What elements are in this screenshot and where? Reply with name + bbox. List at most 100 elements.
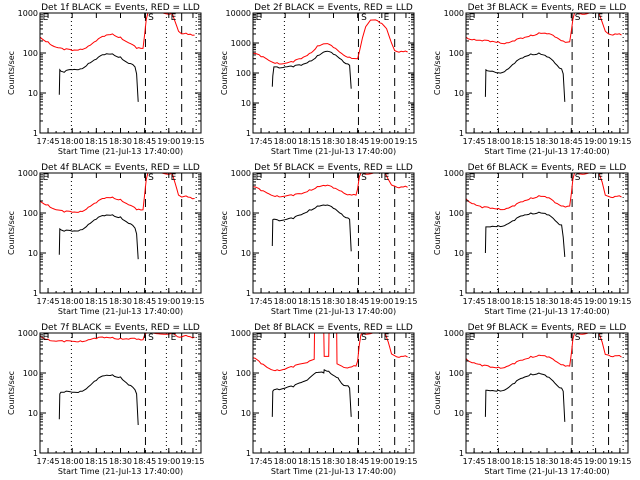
x-tick-label: 18:15 [298, 137, 321, 146]
panel-title: Det 2f BLACK = Events, RED = LLD [254, 3, 413, 13]
y-axis-label: Counts/sec [433, 51, 442, 95]
marker-e: E [384, 13, 390, 23]
y-tick-label: 100 [23, 369, 38, 378]
events-series-line [58, 53, 139, 102]
x-tick-label: 18:15 [298, 457, 321, 466]
marker-s: S [148, 13, 154, 23]
x-axis-label: Start Time (21-Jul-13 17:40:00) [58, 147, 183, 156]
y-tick-label: 10 [241, 409, 251, 418]
x-axis-label: Start Time (21-Jul-13 17:40:00) [484, 307, 609, 316]
x-tick-label: 19:00 [584, 297, 607, 306]
y-tick-label: 100 [236, 369, 251, 378]
plot-frame [465, 12, 629, 134]
plot-frame [465, 332, 629, 454]
marker-s: S [575, 173, 581, 183]
y-tick-label: 1000 [231, 329, 251, 338]
x-tick-label: 18:00 [487, 457, 510, 466]
marker-e: E [43, 173, 49, 183]
x-tick-label: 18:45 [133, 457, 156, 466]
panel-title: Det 4f BLACK = Events, RED = LLD [41, 163, 200, 173]
y-tick-label: 1 [246, 449, 251, 458]
x-axis-label: Start Time (21-Jul-13 17:40:00) [58, 307, 183, 316]
plot-frame [39, 172, 202, 294]
y-tick-label: 100 [449, 369, 464, 378]
marker-s: S [575, 13, 581, 23]
events-series-line [271, 369, 352, 417]
y-tick-label: 1000 [18, 169, 38, 178]
marker-e: E [469, 173, 475, 183]
panel-title: Det 6f BLACK = Events, RED = LLD [468, 163, 627, 173]
x-tick-label: 18:15 [511, 297, 534, 306]
x-tick-label: 19:15 [394, 137, 417, 146]
x-tick-label: 18:30 [109, 457, 132, 466]
x-tick-label: 18:45 [346, 137, 369, 146]
events-series-line [58, 214, 139, 260]
x-tick-label: 17:45 [250, 297, 273, 306]
y-tick-label: 1 [246, 129, 251, 138]
x-tick-label: 19:00 [584, 137, 607, 146]
marker-e: E [171, 173, 177, 183]
marker-e: E [256, 13, 262, 23]
marker-e: E [597, 173, 603, 183]
y-tick-label: 1000 [231, 169, 251, 178]
x-tick-label: 18:15 [511, 137, 534, 146]
x-axis-label: Start Time (21-Jul-13 17:40:00) [271, 147, 396, 156]
x-tick-label: 19:15 [394, 297, 417, 306]
y-tick-label: 1 [459, 289, 464, 298]
x-tick-label: 19:00 [370, 137, 393, 146]
panel-title: Det 3f BLACK = Events, RED = LLD [468, 3, 627, 13]
lld-series-line [466, 333, 622, 369]
x-tick-label: 17:45 [250, 457, 273, 466]
marker-s: S [575, 333, 581, 343]
y-axis-label: Counts/sec [220, 371, 229, 415]
x-tick-label: 19:15 [608, 457, 631, 466]
y-tick-label: 1000 [444, 169, 464, 178]
y-tick-label: 10 [454, 89, 464, 98]
x-tick-label: 18:45 [560, 457, 583, 466]
x-tick-label: 18:00 [274, 137, 297, 146]
marker-e: E [384, 173, 390, 183]
x-tick-label: 18:00 [274, 457, 297, 466]
panel-title: Det 7f BLACK = Events, RED = LLD [41, 323, 200, 333]
marker-e: E [256, 173, 262, 183]
lld-series-line [253, 333, 408, 372]
events-series-line [484, 372, 566, 422]
events-series-line [484, 52, 566, 102]
x-tick-label: 17:45 [37, 137, 60, 146]
y-tick-label: 10 [241, 249, 251, 258]
lld-series-line [253, 19, 408, 65]
x-tick-label: 18:30 [109, 297, 132, 306]
x-tick-label: 19:00 [157, 297, 180, 306]
marker-e: E [469, 13, 475, 23]
x-tick-label: 18:30 [322, 457, 345, 466]
x-tick-label: 19:00 [157, 137, 180, 146]
panel-title: Det 9f BLACK = Events, RED = LLD [468, 323, 627, 333]
y-tick-label: 1000 [444, 9, 464, 18]
lld-series-line [40, 13, 195, 52]
x-tick-label: 18:45 [560, 137, 583, 146]
lld-series-line [466, 173, 622, 211]
events-series-line [271, 204, 352, 252]
x-tick-label: 17:45 [250, 137, 273, 146]
x-tick-label: 18:00 [274, 297, 297, 306]
plot-frame [252, 172, 415, 294]
y-tick-label: 1 [459, 449, 464, 458]
x-tick-label: 19:00 [584, 457, 607, 466]
x-axis-label: Start Time (21-Jul-13 17:40:00) [271, 467, 396, 476]
x-tick-label: 18:15 [511, 457, 534, 466]
y-tick-label: 1000 [444, 329, 464, 338]
lld-series-line [466, 13, 622, 45]
y-tick-label: 100 [236, 69, 251, 78]
panel-title: Det 8f BLACK = Events, RED = LLD [254, 323, 413, 333]
x-tick-label: 18:30 [535, 457, 558, 466]
events-series-line [271, 50, 352, 89]
x-tick-label: 18:00 [61, 297, 84, 306]
x-tick-label: 18:00 [487, 297, 510, 306]
y-tick-label: 100 [236, 209, 251, 218]
x-tick-label: 18:00 [61, 137, 84, 146]
